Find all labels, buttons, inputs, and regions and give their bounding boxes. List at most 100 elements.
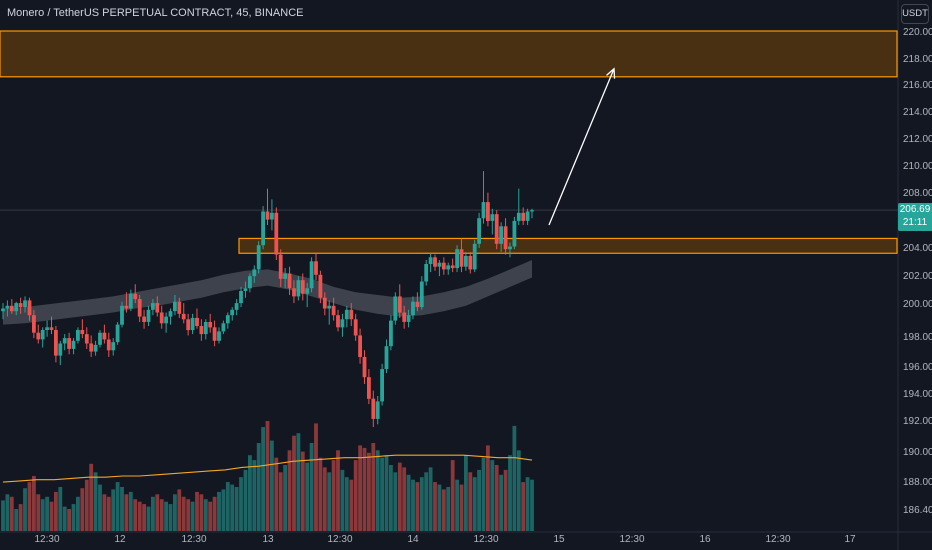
volume-bar [494, 465, 499, 531]
candle-body [128, 293, 133, 309]
volume-bar [208, 501, 213, 531]
candle-body [208, 322, 213, 328]
candle-body [384, 346, 389, 370]
candle-body [411, 301, 415, 316]
candle-body [477, 218, 481, 244]
candle-body [252, 269, 257, 277]
candle-body [212, 327, 217, 341]
candle-body [98, 332, 102, 345]
volume-bar [472, 477, 477, 531]
candle-body [32, 315, 36, 333]
candle-body [274, 212, 279, 255]
candle-body [265, 211, 270, 220]
volume-bar [300, 451, 305, 531]
x-tick-label: 15 [553, 534, 565, 545]
x-tick-label: 12 [114, 534, 126, 545]
candle-body [45, 327, 49, 330]
volume-bar [62, 506, 67, 531]
candle-body [349, 309, 354, 320]
candle-body [318, 274, 323, 298]
volume-bar [481, 457, 486, 531]
x-tick-label: 14 [407, 534, 419, 545]
volume-bar [181, 496, 186, 531]
volume-bar [305, 462, 310, 531]
candle-body [296, 280, 301, 297]
candle-body [292, 288, 296, 297]
candle-body [181, 313, 186, 320]
candle-body [120, 305, 124, 325]
volume-bar [146, 506, 151, 531]
volume-bar [225, 482, 230, 531]
volume-bar [14, 509, 19, 531]
candle-body [446, 265, 451, 270]
volume-bar [336, 450, 340, 531]
volume-bar [93, 472, 98, 531]
volume-bar [402, 467, 407, 531]
volume-bar [384, 455, 389, 531]
volume-bar [252, 460, 257, 531]
volume-bar [115, 482, 120, 531]
candle-body [93, 344, 98, 352]
volume-bar [477, 469, 481, 531]
candle-body [494, 214, 499, 244]
volume-bar [433, 482, 437, 531]
volume-bar [71, 504, 76, 531]
volume-bar [521, 482, 526, 531]
candle-body [225, 315, 230, 324]
volume-bar [9, 496, 14, 531]
candle-body [362, 357, 367, 378]
volume-bar [84, 479, 89, 531]
candle-body [155, 303, 160, 313]
volume-bar [67, 509, 71, 531]
candle-body [115, 324, 120, 343]
candle-body [415, 301, 420, 308]
volume-bar [120, 487, 124, 531]
y-tick-label: 190.00 [903, 447, 932, 458]
candle-body [358, 335, 362, 357]
y-tick-label: 214.00 [903, 107, 932, 118]
volume-bar [190, 501, 195, 531]
volume-bar [243, 469, 248, 531]
volume-bar [98, 484, 102, 531]
y-tick-label: 194.00 [903, 389, 932, 400]
candle-body [84, 334, 89, 344]
volume-bar [195, 491, 199, 531]
candle-body [80, 330, 85, 334]
candle-body [380, 369, 384, 402]
y-tick-label: 208.00 [903, 188, 932, 199]
volume-bar [265, 421, 270, 531]
candle-body [71, 340, 76, 349]
candle-body [468, 255, 473, 270]
candle-body [248, 276, 252, 289]
unit-badge[interactable]: USDT [901, 4, 929, 24]
volume-bar [309, 443, 314, 531]
volume-bar [490, 460, 495, 531]
candle-body [18, 303, 23, 308]
volume-bar [525, 477, 530, 531]
volume-bar [464, 455, 468, 531]
volume-bar [40, 499, 45, 531]
y-tick-label: 210.00 [903, 161, 932, 172]
volume-bar [459, 484, 464, 531]
volume-bar [18, 504, 23, 531]
candle-body [336, 315, 340, 328]
x-tick-label: 12:30 [327, 534, 352, 545]
candle-body [512, 220, 517, 247]
candle-body [353, 319, 358, 336]
volume-bar [217, 491, 221, 531]
candle-body [137, 299, 142, 317]
volume-bar [155, 494, 160, 531]
candle-body [397, 296, 402, 313]
candle-body [371, 398, 376, 419]
volume-bar [389, 465, 393, 531]
candle-body [424, 264, 429, 282]
candle-body [270, 212, 274, 220]
volume-bar [287, 450, 292, 531]
volume-bar [322, 467, 327, 531]
volume-bar [367, 452, 371, 531]
candle-body [472, 243, 477, 270]
volume-bar [124, 494, 129, 531]
volume-bar [503, 469, 508, 531]
